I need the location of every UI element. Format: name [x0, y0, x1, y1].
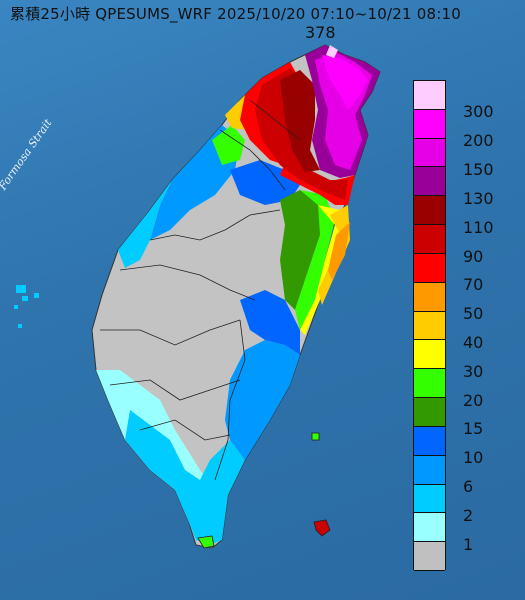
legend-label: 90: [463, 246, 484, 266]
orchid-island: [313, 519, 331, 537]
legend-label: 130: [463, 188, 494, 208]
legend-label: 30: [463, 361, 484, 381]
legend-label: 110: [463, 217, 494, 237]
green-island: [311, 432, 320, 441]
legend-swatch: [414, 138, 445, 168]
max-rainfall-value: 378: [305, 23, 336, 42]
legend-swatch: [414, 167, 445, 197]
legend-label: 70: [463, 275, 484, 295]
rain-zone-2mm-west: [118, 180, 172, 268]
legend-label: 15: [463, 419, 484, 439]
legend-label: 10: [463, 448, 484, 468]
legend-swatch: [414, 225, 445, 254]
legend-label: 1: [463, 534, 474, 554]
legend-swatch: [414, 311, 445, 341]
rain-zone-50mm: [328, 222, 350, 280]
legend-swatch: [414, 484, 445, 514]
legend-label: 150: [463, 160, 494, 180]
county-boundaries: [100, 99, 301, 481]
rain-zone-30mm: [300, 205, 345, 335]
legend-color-scale: [413, 80, 446, 571]
legend-swatch: [414, 398, 445, 427]
legend-swatch: [414, 340, 445, 370]
rain-zone-20mm-nw: [212, 125, 245, 165]
legend-swatch: [414, 253, 445, 283]
legend-swatch: [414, 542, 445, 571]
legend-label: 40: [463, 333, 484, 352]
xiaoliuqiu-island: [197, 535, 215, 549]
legend-swatch: [414, 282, 445, 312]
penghu-islands: [14, 285, 39, 328]
legend-label: 6: [463, 477, 474, 497]
rain-zone-300mm: [326, 45, 338, 58]
rain-zone-20mm: [295, 190, 335, 330]
rain-zone-15mm: [280, 190, 320, 310]
map-title: 累積25小時 QPESUMS_WRF 2025/10/20 07:10~10/2…: [10, 5, 461, 23]
legend-swatch: [414, 369, 445, 399]
legend-label: 20: [463, 390, 484, 410]
rain-zone-10mm: [240, 290, 300, 355]
legend-swatch: [414, 196, 445, 226]
rain-zone-200mm: [322, 55, 368, 110]
legend-swatch: [414, 81, 445, 110]
legend-swatch: [414, 513, 445, 543]
legend-label: 300: [463, 102, 494, 122]
rain-zone-110mm: [280, 70, 320, 172]
legend-swatch: [414, 109, 445, 139]
legend-label: 2: [463, 505, 474, 525]
legend-label: 200: [463, 131, 494, 151]
legend-swatch: [414, 426, 445, 456]
legend-label: 50: [463, 304, 484, 324]
legend-swatch: [414, 455, 445, 485]
rain-zone-2mm: [125, 410, 245, 545]
rain-zone-6mm: [225, 340, 300, 460]
